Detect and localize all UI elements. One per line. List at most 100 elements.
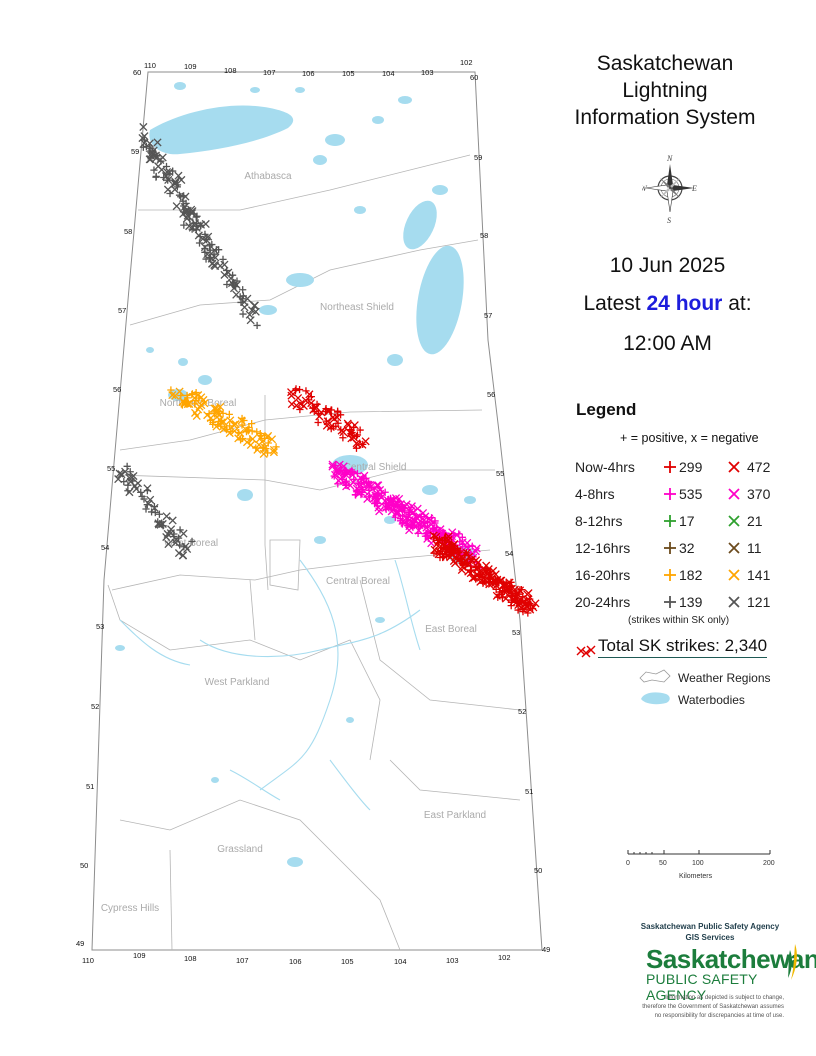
- positive-strike-mark: [305, 396, 313, 404]
- positive-strike-mark: [253, 321, 261, 330]
- positive-strike-mark: [423, 519, 431, 527]
- lon-label: 106: [289, 957, 302, 966]
- positive-strike-mark: [334, 419, 342, 427]
- negative-strike-mark: [202, 236, 211, 245]
- negative-strike-mark: [372, 481, 382, 490]
- positive-strike-mark: [334, 480, 342, 488]
- positive-strike-mark: [210, 250, 218, 258]
- positive-strike-mark: [341, 469, 349, 477]
- negative-strike-mark: [171, 177, 180, 186]
- negative-strike-mark: [177, 175, 186, 185]
- negative-count: 21: [747, 513, 763, 529]
- disclaimer-line: Information as depicted is subject to ch…: [665, 995, 784, 1001]
- positive-strike-mark: [175, 191, 184, 199]
- negative-strike-mark: [350, 421, 359, 430]
- negative-strike-mark: [463, 538, 472, 548]
- positive-strike-mark: [219, 255, 227, 263]
- negative-strike-mark: [348, 470, 357, 479]
- positive-strike-mark: [217, 422, 225, 430]
- negative-strike-mark: [195, 402, 204, 411]
- negative-strike-mark: [181, 542, 190, 551]
- agency-unit: GIS Services: [685, 933, 735, 942]
- positive-strike-mark: [404, 522, 412, 530]
- lon-label: 102: [460, 58, 473, 67]
- legend-row-label: Now-4hrs: [575, 459, 635, 475]
- negative-strike-mark: [216, 261, 225, 270]
- legend-row-label: 20-24hrs: [575, 594, 631, 610]
- lat-label: 55: [107, 464, 115, 473]
- negative-strike-mark: [179, 529, 188, 538]
- positive-strike-mark: [252, 444, 260, 452]
- negative-strike-mark: [358, 440, 367, 449]
- negative-strike-mark: [473, 570, 482, 579]
- negative-strike-mark: [162, 172, 171, 181]
- negative-strike-mark: [462, 548, 471, 557]
- rivers: [119, 559, 421, 811]
- svg-text:W: W: [642, 184, 648, 193]
- positive-count: 17: [679, 513, 695, 529]
- negative-strike-mark: [201, 219, 210, 229]
- negative-strike-mark: [234, 434, 243, 443]
- positive-strike-mark: [212, 246, 220, 254]
- positive-strike-mark: [169, 167, 177, 175]
- negative-strike-mark: [531, 599, 540, 608]
- logo-saskatchewan: Saskatchewan: [646, 944, 816, 974]
- positive-strike-mark: [499, 587, 507, 595]
- latest-highlight: 24 hour: [646, 292, 723, 315]
- positive-strike-mark: [381, 488, 389, 496]
- negative-strike-mark: [446, 553, 455, 562]
- negative-count: 121: [747, 594, 771, 610]
- negative-strike-mark: [293, 393, 303, 403]
- negative-strike-mark: [335, 460, 344, 469]
- lon-label: 103: [446, 956, 459, 965]
- positive-strike-mark: [225, 410, 233, 418]
- wheat-logo-icon: [788, 944, 797, 980]
- map-time: 12:00 AM: [623, 332, 712, 355]
- lat-label: 55: [496, 469, 504, 478]
- lat-label: 50: [534, 866, 542, 875]
- svg-text:S: S: [667, 216, 671, 225]
- negative-strike-mark: [153, 138, 162, 147]
- negative-strike-mark: [231, 420, 240, 429]
- negative-strike-mark: [337, 426, 346, 435]
- lon-label: 105: [342, 69, 355, 78]
- negative-strike-mark: [501, 594, 511, 603]
- negative-strike-mark: [226, 274, 235, 283]
- positive-strike-mark: [142, 505, 150, 513]
- lat-label: 60: [470, 73, 478, 82]
- positive-strike-mark: [314, 418, 322, 427]
- graticule-labels: 60 60 59 59 58 58 57 57 56 56 55 55 54 5…: [76, 58, 550, 966]
- positive-count: 535: [679, 486, 703, 502]
- scale-tick: 50: [659, 860, 667, 867]
- positive-strike-mark: [507, 602, 515, 610]
- negative-strike-icon: [728, 515, 740, 527]
- negative-strike-mark: [432, 540, 441, 549]
- region-label: Grassland: [217, 844, 263, 855]
- positive-strike-icon: [664, 461, 676, 473]
- legend-row-label: 16-20hrs: [575, 567, 631, 583]
- positive-strike-mark: [129, 477, 137, 485]
- positive-strike-mark: [177, 391, 185, 400]
- negative-strike-mark: [220, 270, 229, 279]
- positive-strike-icon: [664, 515, 676, 527]
- saskatchewan-lightning-map: 60 60 59 59 58 58 57 57 56 56 55 55 54 5…: [76, 58, 550, 966]
- positive-strike-mark: [264, 439, 272, 447]
- waterbodies-label: Waterbodies: [678, 693, 745, 707]
- negative-strike-mark: [226, 416, 235, 425]
- negative-strike-mark: [492, 581, 501, 590]
- positive-strike-mark: [195, 239, 204, 247]
- positive-strike-mark: [386, 494, 395, 502]
- scale-tick: 100: [692, 860, 704, 867]
- negative-strike-mark: [225, 429, 234, 438]
- legend-subtitle: + = positive, x = negative: [620, 431, 759, 445]
- positive-strike-mark: [439, 537, 447, 545]
- negative-strike-icon: [728, 569, 740, 581]
- negative-strike-mark: [430, 545, 439, 554]
- positive-strike-mark: [149, 147, 157, 155]
- lat-label: 53: [512, 628, 520, 637]
- lat-label: 58: [480, 231, 488, 240]
- negative-strike-mark: [164, 540, 173, 549]
- negative-strike-mark: [344, 421, 353, 430]
- lat-label: 52: [518, 707, 526, 716]
- positive-strike-mark: [371, 500, 379, 508]
